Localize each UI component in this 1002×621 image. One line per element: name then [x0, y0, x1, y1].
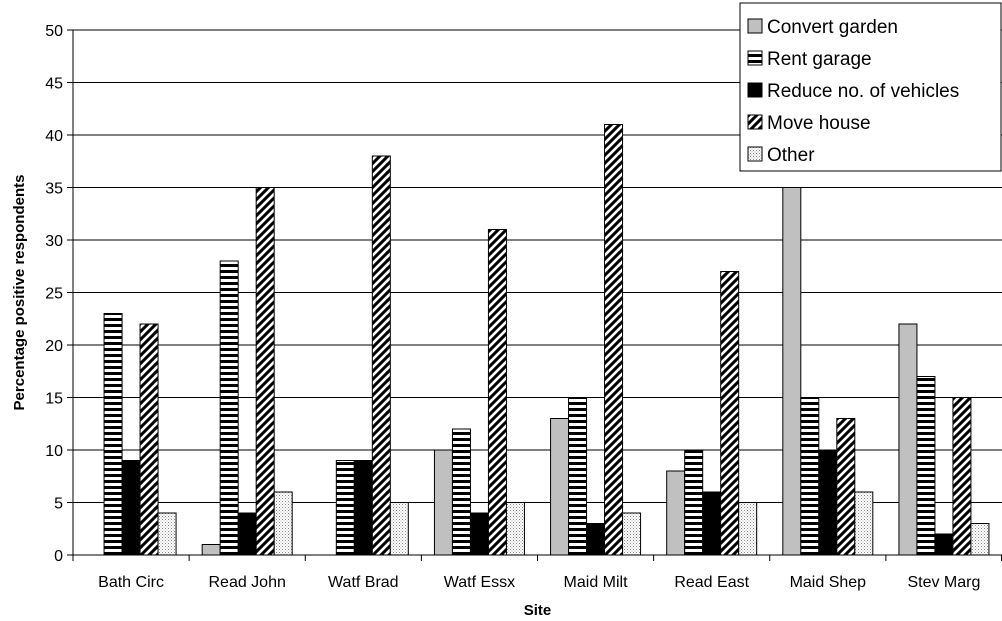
- legend-label-reduce-no-of-vehicles: Reduce no. of vehicles: [767, 81, 959, 102]
- bar-move-house-bath-circ: [139, 323, 159, 556]
- x-tick-label: Stev Marg: [907, 574, 980, 591]
- y-tick-label: 40: [45, 128, 63, 145]
- legend-label-other: Other: [767, 145, 815, 166]
- bar-rent-garage-maid-milt: [568, 397, 588, 556]
- bar-rent-garage-bath-circ: [103, 313, 123, 556]
- bar-rent-garage-watf-essx: [451, 428, 471, 556]
- bars: [103, 124, 990, 556]
- x-tick-label: Watf Brad: [328, 574, 399, 591]
- legend-swatch-other: [747, 146, 763, 162]
- bar-reduce-no-of-vehicles-read-john: [237, 512, 257, 556]
- bar-convert-garden-watf-essx: [433, 449, 453, 556]
- bar-rent-garage-stev-marg: [916, 376, 936, 556]
- bar-rent-garage-watf-brad: [335, 460, 355, 556]
- bar-convert-garden-stev-marg: [898, 323, 918, 556]
- x-tick-label: Watf Essx: [444, 574, 515, 591]
- legend-label-rent-garage: Rent garage: [767, 49, 872, 70]
- bar-move-house-stev-marg: [952, 397, 972, 556]
- y-tick-label: 25: [45, 286, 63, 303]
- legend-label-convert-garden: Convert garden: [767, 17, 898, 38]
- bar-other-bath-circ: [157, 512, 177, 556]
- legend-swatch-move-house: [747, 114, 763, 130]
- bar-reduce-no-of-vehicles-maid-milt: [586, 523, 606, 556]
- x-axis-title: Site: [524, 602, 552, 619]
- bar-reduce-no-of-vehicles-bath-circ: [121, 460, 141, 556]
- bar-move-house-maid-shep: [836, 418, 856, 556]
- bar-other-read-east: [738, 502, 758, 556]
- bar-reduce-no-of-vehicles-watf-brad: [353, 460, 373, 556]
- y-tick-label: 30: [45, 233, 63, 250]
- bar-move-house-read-east: [720, 271, 740, 556]
- x-tick-label: Read John: [208, 574, 285, 591]
- bar-convert-garden-maid-shep: [782, 187, 802, 556]
- y-tick-label: 10: [45, 443, 63, 460]
- legend-label-move-house: Move house: [767, 113, 871, 134]
- legend-swatch-convert-garden: [747, 18, 763, 34]
- y-tick-label: 0: [54, 548, 63, 565]
- x-tick-label: Read East: [674, 574, 749, 591]
- axes: 0 5 10 15 20 25 30 35 40 45 50 Bath Circ Read John Wa…: [45, 23, 1002, 591]
- bar-rent-garage-read-east: [684, 449, 704, 556]
- bar-other-maid-milt: [622, 512, 642, 556]
- bar-move-house-read-john: [255, 187, 275, 556]
- bar-convert-garden-maid-milt: [550, 418, 570, 556]
- legend-box: [739, 2, 1002, 172]
- bar-other-read-john: [273, 491, 293, 556]
- bar-reduce-no-of-vehicles-watf-essx: [469, 512, 489, 556]
- bar-reduce-no-of-vehicles-read-east: [702, 491, 722, 556]
- y-tick-label: 35: [45, 181, 63, 198]
- bar-reduce-no-of-vehicles-stev-marg: [934, 533, 954, 556]
- x-tick-label: Bath Circ: [98, 574, 164, 591]
- y-tick-label: 5: [54, 496, 63, 513]
- bar-convert-garden-read-east: [666, 470, 686, 556]
- bar-other-watf-brad: [389, 502, 409, 556]
- y-tick-label: 20: [45, 338, 63, 355]
- bar-convert-garden-read-john: [201, 544, 221, 556]
- x-tick-label: Maid Shep: [790, 574, 867, 591]
- legend-swatch-rent-garage: [747, 50, 763, 66]
- bar-move-house-maid-milt: [604, 124, 624, 556]
- y-tick-label: 50: [45, 23, 63, 40]
- bar-other-stev-marg: [970, 523, 990, 556]
- bar-move-house-watf-essx: [487, 229, 507, 556]
- y-tick-label: 45: [45, 76, 63, 93]
- bar-rent-garage-maid-shep: [800, 397, 820, 556]
- y-axis-title: Percentage positive respondents: [11, 175, 28, 411]
- bar-other-maid-shep: [854, 491, 874, 556]
- legend: Convert garden Rent garage Reduce no. of v…: [739, 2, 1002, 172]
- y-tick-label: 15: [45, 391, 63, 408]
- x-tick-label: Maid Milt: [564, 574, 629, 591]
- bar-other-watf-essx: [505, 502, 525, 556]
- bar-reduce-no-of-vehicles-maid-shep: [818, 449, 838, 556]
- bar-rent-garage-read-john: [219, 260, 239, 556]
- bar-move-house-watf-brad: [371, 155, 391, 556]
- legend-swatch-reduce-no-of-vehicles: [747, 82, 763, 98]
